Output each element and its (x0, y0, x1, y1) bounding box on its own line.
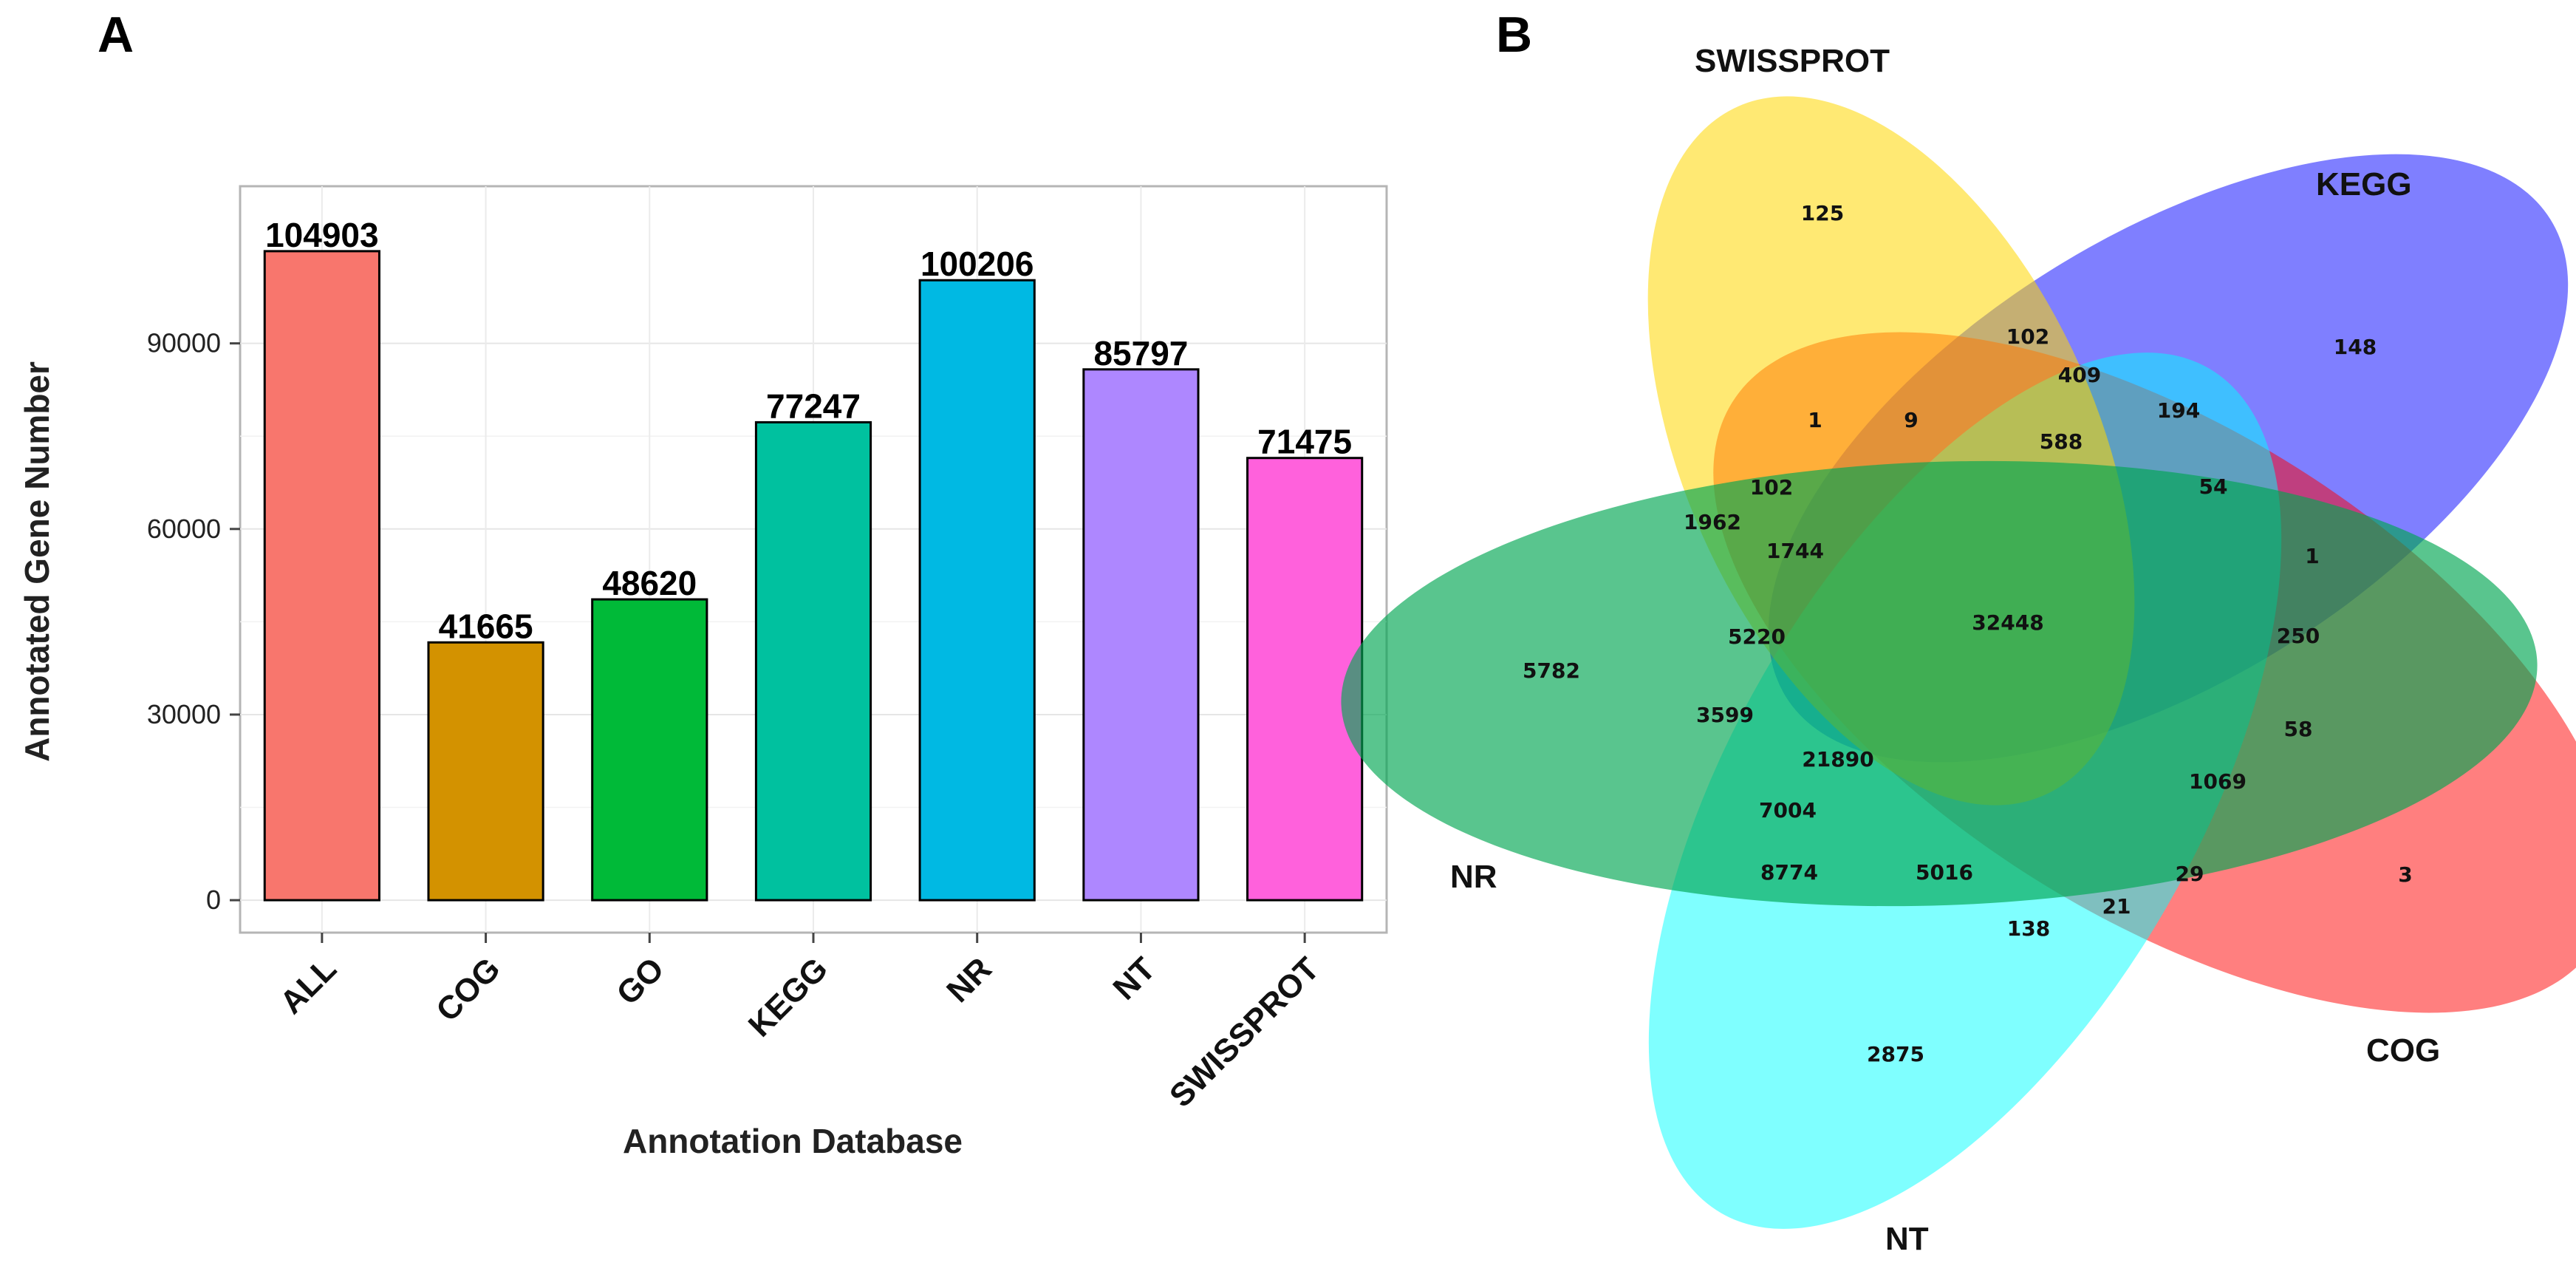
bar-nr (918, 279, 1036, 902)
venn-count-r17: 1069 (2189, 769, 2247, 794)
venn-count-NT-only: 2875 (1867, 1042, 1924, 1066)
x-axis-category-labels: ALL COG GO KEGG NR NT SWISSPROT (273, 933, 1326, 1114)
x-tick-label-go: GO (609, 950, 671, 1012)
venn-count-COG-only: 3 (2398, 862, 2412, 887)
bar-nt (1082, 368, 1200, 902)
venn-count-r3: 194 (2157, 398, 2200, 423)
venn-set-nr (1341, 460, 2538, 907)
venn-ellipses (1341, 96, 2576, 1229)
x-tick-label-all: ALL (273, 950, 344, 1021)
venn-count-KEGG-only: 148 (2334, 335, 2377, 359)
y-tick-label: 90000 (147, 328, 221, 358)
venn-label-swissprot: SWISSPROT (1695, 43, 1890, 79)
venn-count-all-five: 32448 (1972, 610, 2043, 635)
y-tick-label: 60000 (147, 514, 221, 544)
venn-count-r2: 409 (2058, 363, 2101, 387)
x-tick-label-nr: NR (940, 950, 999, 1009)
y-axis-ticks: 0 30000 60000 90000 (147, 328, 240, 915)
bar-chart-panel: A 0 30000 60000 90000 104903 41665 48620 77247… (18, 7, 1388, 1160)
venn-count-r11: 1 (2305, 544, 2319, 568)
bar-kegg (754, 420, 872, 902)
bar-go (591, 598, 708, 902)
bar-swissprot (1246, 457, 1364, 902)
venn-count-r14: 3599 (1696, 703, 1754, 727)
venn-count-r6: 588 (2040, 429, 2083, 454)
x-tick-label-nt: NT (1106, 950, 1162, 1007)
venn-count-r7: 54 (2199, 474, 2228, 499)
venn-count-r8: 102 (1750, 475, 1793, 500)
x-axis-title: Annotation Database (623, 1122, 963, 1160)
venn-label-nr: NR (1450, 859, 1497, 895)
venn-count-r16: 21890 (1802, 747, 1873, 772)
panel-label-b: B (1496, 7, 1532, 63)
bar-value-cog: 41665 (439, 607, 533, 645)
bar-value-swissprot: 71475 (1257, 423, 1352, 461)
venn-count-r5: 9 (1904, 408, 1918, 432)
venn-count-SWISSPROT-only: 125 (1801, 201, 1844, 225)
bar-value-all: 104903 (265, 216, 379, 254)
venn-label-nt: NT (1885, 1221, 1929, 1257)
y-tick-label: 30000 (147, 699, 221, 729)
bar-value-labels: 104903 41665 48620 77247 100206 85797 71475 (265, 216, 1352, 645)
bars (263, 250, 1364, 902)
bar-value-nt: 85797 (1093, 334, 1188, 372)
venn-count-r21: 29 (2176, 862, 2204, 886)
venn-diagram-panel: B SWISSPROT KEGG COG NT NR 125 148 3 2875 57… (1341, 7, 2576, 1257)
venn-count-NR-only: 5782 (1523, 658, 1580, 683)
venn-count-r23: 138 (2007, 916, 2050, 941)
venn-count-r18: 7004 (1759, 798, 1817, 823)
venn-count-r9: 1962 (1684, 510, 1741, 534)
bar-value-go: 48620 (602, 564, 697, 602)
venn-count-r1: 102 (2006, 324, 2049, 349)
bar-all (263, 250, 380, 902)
venn-count-r10: 1744 (1766, 539, 1824, 563)
venn-count-r15: 58 (2284, 717, 2313, 741)
bar-value-nr: 100206 (920, 245, 1034, 283)
venn-label-cog: COG (2366, 1032, 2440, 1069)
bar-value-kegg: 77247 (766, 386, 861, 425)
x-tick-label-kegg: KEGG (742, 950, 835, 1043)
venn-count-r19: 8774 (1760, 860, 1818, 885)
venn-count-r13: 250 (2277, 624, 2320, 648)
y-axis-title: Annotated Gene Number (18, 361, 56, 762)
y-tick-label: 0 (206, 885, 221, 915)
bar-cog (427, 641, 544, 902)
venn-label-kegg: KEGG (2316, 166, 2412, 202)
venn-count-r4: 1 (1808, 408, 1822, 432)
venn-count-r12: 5220 (1728, 624, 1786, 649)
venn-count-r20: 5016 (1916, 860, 1973, 885)
panel-label-a: A (98, 7, 134, 63)
x-tick-label-swissprot: SWISSPROT (1163, 950, 1326, 1114)
x-tick-label-cog: COG (429, 950, 508, 1029)
venn-count-r22: 21 (2102, 894, 2131, 919)
